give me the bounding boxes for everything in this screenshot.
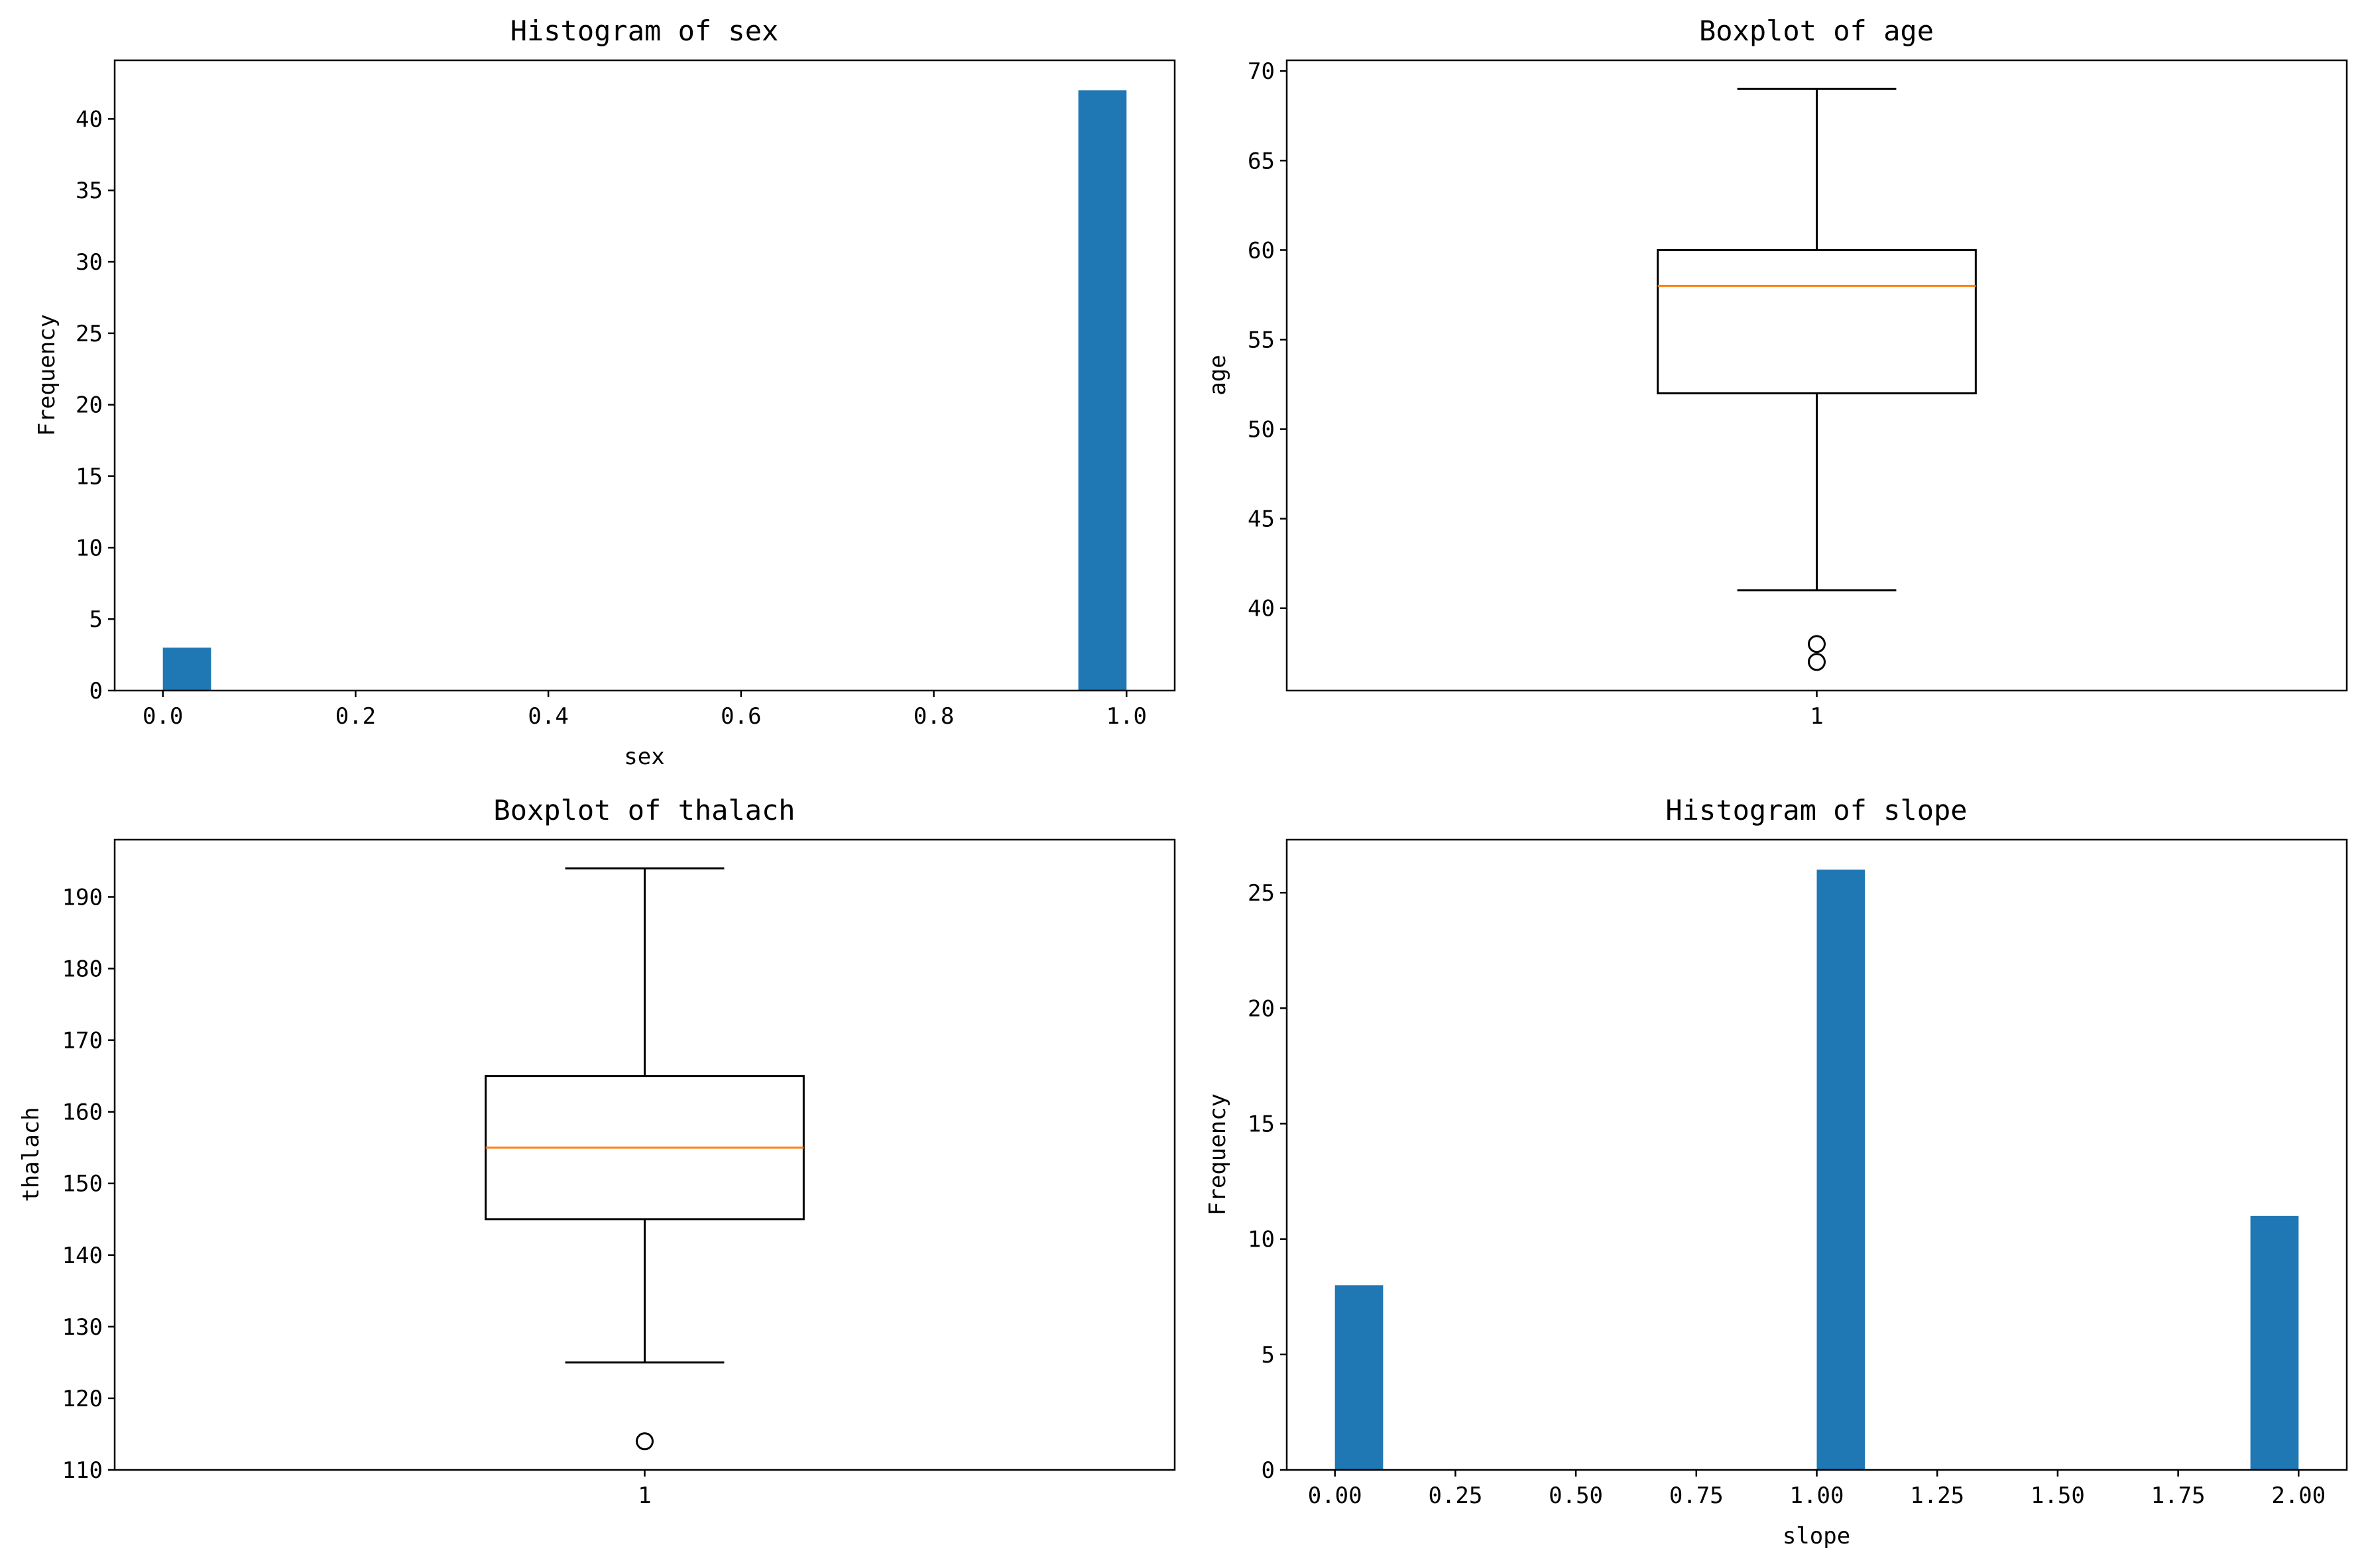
x-tick-label: 0.2 [335, 703, 376, 730]
y-axis-label: Frequency [34, 314, 60, 436]
y-tick-label: 40 [76, 106, 103, 133]
chart-title: Histogram of sex [510, 15, 779, 47]
axes-frame [113, 838, 1176, 1471]
x-axis-ticks: 0.00 0.25 0.50 0.75 1.00 1.25 1.50 1.75 2.00 [1308, 1470, 2326, 1509]
x-tick-label: 0.0 [143, 703, 183, 730]
x-tick-label: 0.50 [1549, 1483, 1603, 1509]
y-tick-label: 35 [76, 178, 103, 204]
chart-title: Histogram of slope [1665, 794, 1967, 826]
x-tick-label: 0.75 [1669, 1483, 1724, 1509]
y-tick-label: 190 [62, 884, 103, 911]
y-tick-label: 70 [1248, 58, 1275, 85]
x-tick-label: 1 [638, 1483, 651, 1509]
y-tick-label: 10 [76, 535, 103, 561]
x-tick-label: 0.4 [528, 703, 568, 730]
y-tick-label: 20 [76, 392, 103, 419]
y-tick-label: 60 [1248, 237, 1275, 264]
y-tick-label: 5 [1262, 1342, 1275, 1369]
histogram-bar [162, 647, 211, 691]
y-axis-ticks: 40 45 50 55 60 65 70 [1248, 58, 1287, 622]
histogram-bar [2250, 1215, 2299, 1470]
x-tick-label: 2.00 [2271, 1483, 2326, 1509]
y-axis-label: thalach [18, 1107, 44, 1202]
box-outlier-point [1808, 653, 1826, 671]
x-tick-label: 1.75 [2151, 1483, 2206, 1509]
y-tick-label: 20 [1248, 995, 1275, 1022]
y-tick-label: 65 [1248, 148, 1275, 174]
y-tick-label: 130 [62, 1314, 103, 1341]
chart-panel-thalach-boxplot: Boxplot of thalach 110 120 130 140 150 160 170… [18, 794, 1176, 1509]
x-tick-label: 0.00 [1308, 1483, 1362, 1509]
y-tick-label: 0 [1262, 1457, 1275, 1484]
y-tick-label: 15 [76, 464, 103, 490]
x-axis-ticks: 1 [638, 1470, 652, 1509]
y-tick-label: 0 [89, 678, 103, 704]
x-tick-label: 1.25 [1910, 1483, 1964, 1509]
y-tick-label: 10 [1248, 1227, 1275, 1253]
plot-area [1334, 869, 2299, 1470]
y-tick-label: 25 [76, 321, 103, 347]
y-tick-label: 160 [62, 1099, 103, 1126]
y-tick-label: 30 [76, 249, 103, 276]
y-tick-label: 15 [1248, 1111, 1275, 1137]
chart-panel-sex-histogram: Histogram of sex 0 5 10 15 20 25 30 35 40 0.0 0.2… [34, 15, 1176, 770]
axes-frame [113, 59, 1176, 692]
plot-area [1657, 87, 1977, 671]
y-tick-label: 25 [1248, 880, 1275, 907]
histogram-bar [1816, 869, 1865, 1470]
chart-title: Boxplot of age [1699, 15, 1934, 47]
y-axis-ticks: 0 5 10 15 20 25 30 35 40 [76, 106, 115, 704]
chart-title: Boxplot of thalach [493, 794, 795, 826]
plot-area [485, 867, 805, 1451]
y-tick-label: 50 [1248, 417, 1275, 443]
box-iqr [1657, 249, 1977, 395]
x-axis-label: sex [624, 744, 664, 770]
plot-area [162, 90, 1127, 691]
y-tick-label: 55 [1248, 327, 1275, 353]
y-axis-label: age [1205, 355, 1231, 395]
histogram-bar [1334, 1285, 1384, 1470]
y-tick-label: 150 [62, 1171, 103, 1198]
y-axis-label: Frequency [1205, 1093, 1231, 1215]
x-tick-label: 0.6 [721, 703, 761, 730]
y-tick-label: 40 [1248, 596, 1275, 622]
x-tick-label: 0.8 [914, 703, 954, 730]
x-axis-ticks: 0.0 0.2 0.4 0.6 0.8 1.0 [143, 691, 1147, 730]
y-tick-label: 5 [89, 606, 103, 633]
x-tick-label: 0.25 [1428, 1483, 1482, 1509]
histogram-bar [1078, 90, 1127, 691]
x-axis-label: slope [1783, 1523, 1850, 1549]
x-axis-ticks: 1 [1810, 691, 1824, 730]
y-tick-label: 120 [62, 1386, 103, 1412]
y-tick-label: 110 [62, 1457, 103, 1484]
axes-frame [1285, 59, 2348, 692]
y-axis-ticks: 110 120 130 140 150 160 170 180 190 [62, 884, 115, 1484]
y-tick-label: 45 [1248, 506, 1275, 533]
x-tick-label: 1.0 [1106, 703, 1147, 730]
x-tick-label: 1.50 [2031, 1483, 2085, 1509]
y-tick-label: 140 [62, 1243, 103, 1269]
box-outlier-point [636, 1432, 654, 1451]
x-tick-label: 1 [1810, 703, 1823, 730]
y-axis-ticks: 0 5 10 15 20 25 [1248, 880, 1287, 1484]
axes-frame [1285, 838, 2348, 1471]
chart-panel-age-boxplot: Boxplot of age 40 45 50 55 60 65 70 1 age [1205, 15, 2348, 730]
box-outlier-point [1808, 635, 1826, 653]
x-tick-label: 1.00 [1790, 1483, 1844, 1509]
y-tick-label: 180 [62, 956, 103, 983]
y-tick-label: 170 [62, 1028, 103, 1054]
